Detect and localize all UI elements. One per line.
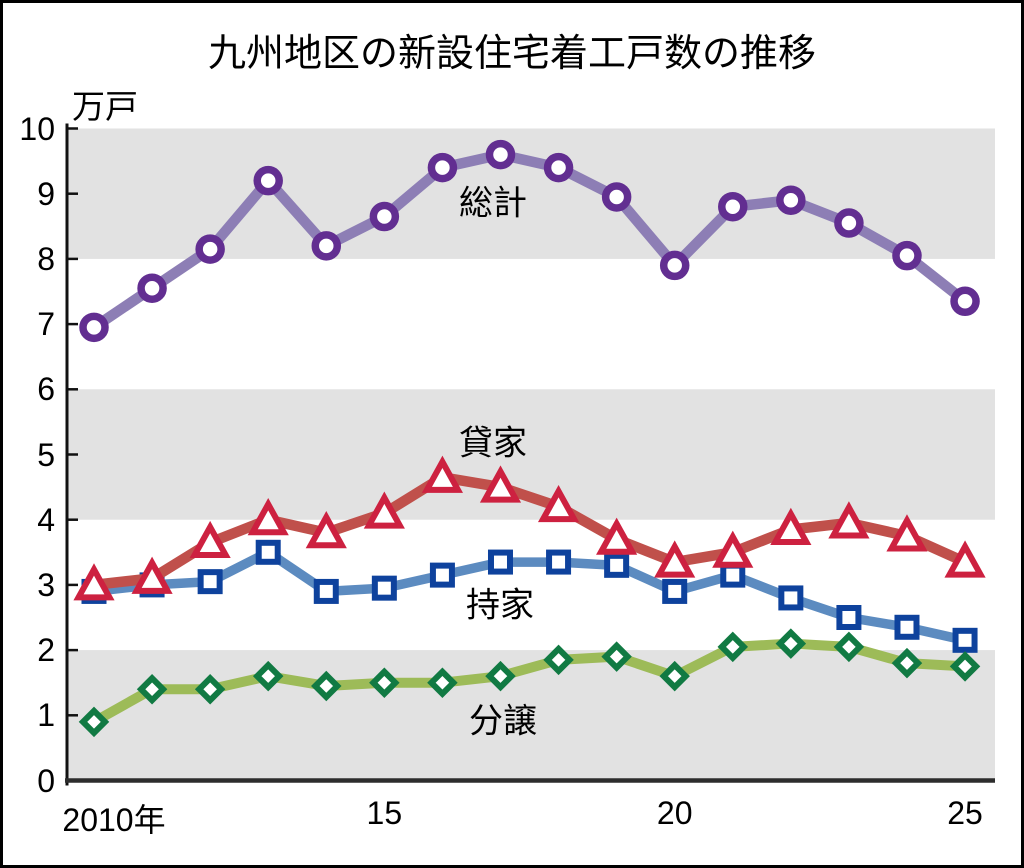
series-label-3: 分譲 <box>469 702 537 741</box>
data-point-triangle <box>828 501 870 539</box>
y-tick-label: 6 <box>37 371 55 408</box>
data-point-circle <box>543 152 574 183</box>
data-point-diamond <box>369 667 400 698</box>
y-tick-label: 2 <box>37 632 55 669</box>
data-point-square <box>778 585 804 611</box>
data-point-triangle <box>596 517 638 555</box>
data-point-diamond <box>252 660 284 692</box>
x-tick-label: 15 <box>366 795 403 831</box>
series-label-2: 持家 <box>466 586 534 625</box>
series-line-3 <box>89 638 971 727</box>
data-point-triangle <box>479 465 522 503</box>
y-tick-label: 7 <box>37 306 55 343</box>
data-point-circle <box>892 240 922 271</box>
chart-title: 九州地区の新設住宅着工戸数の推移 <box>207 33 816 75</box>
data-point-circle <box>427 152 458 183</box>
series-line-2 <box>89 547 970 646</box>
data-point-triangle <box>712 530 754 568</box>
y-tick-label: 3 <box>37 566 55 603</box>
data-point-triangle <box>770 507 812 545</box>
data-point-diamond <box>659 660 690 692</box>
data-point-diamond <box>136 673 168 705</box>
data-point-circle <box>834 208 864 238</box>
data-point-diamond <box>194 673 226 705</box>
data-point-square <box>952 627 978 653</box>
y-tick-label: 4 <box>37 501 55 538</box>
data-point-triangle <box>189 520 231 559</box>
data-point-triangle <box>944 540 986 578</box>
data-point-diamond <box>311 670 342 702</box>
data-point-square <box>487 549 513 575</box>
series-label-0: 総計 <box>459 184 527 223</box>
x-tick-label: 2010年 <box>62 802 166 838</box>
data-point-diamond <box>717 631 749 663</box>
data-point-square <box>836 605 862 630</box>
data-point-square <box>604 552 630 578</box>
data-point-triangle <box>131 556 173 594</box>
x-tick-label: 25 <box>947 795 983 831</box>
data-point-circle <box>950 286 980 317</box>
y-tick-label: 5 <box>37 436 55 473</box>
data-point-diamond <box>543 644 574 676</box>
data-point-diamond <box>427 667 458 698</box>
series-line-1 <box>88 472 971 591</box>
data-point-circle <box>659 250 690 281</box>
data-point-circle <box>369 201 400 232</box>
data-point-square <box>197 569 223 595</box>
data-point-square <box>662 578 688 604</box>
data-point-circle <box>195 234 225 264</box>
data-point-square <box>371 575 397 601</box>
y-tick-label: 9 <box>37 175 55 212</box>
y-tick-label: 8 <box>37 240 55 277</box>
series-label-1: 貸家 <box>459 424 527 463</box>
data-point-triangle <box>247 498 289 536</box>
data-point-diamond <box>949 651 981 682</box>
data-point-square <box>313 578 339 604</box>
data-point-diamond <box>78 706 110 738</box>
series-line-0 <box>88 149 971 333</box>
data-point-square <box>546 549 572 575</box>
y-tick-label: 1 <box>37 697 55 734</box>
data-point-circle <box>776 185 806 215</box>
data-point-triangle <box>73 563 115 601</box>
data-point-triangle <box>363 491 405 529</box>
data-point-square <box>720 562 746 588</box>
data-point-square <box>255 539 281 565</box>
data-point-circle <box>137 273 167 303</box>
data-point-circle <box>718 191 748 222</box>
x-tick-label: 20 <box>656 795 693 831</box>
data-point-triangle <box>305 511 347 549</box>
y-axis-unit-label: 万戸 <box>72 88 138 125</box>
data-point-diamond <box>775 628 807 659</box>
data-point-triangle <box>886 514 928 552</box>
data-point-diamond <box>891 647 923 679</box>
data-point-circle <box>253 165 283 196</box>
y-tick-label: 0 <box>37 762 55 799</box>
data-point-triangle <box>654 540 696 578</box>
y-tick-label: 10 <box>19 110 55 147</box>
data-point-diamond <box>833 631 865 663</box>
data-point-triangle <box>537 484 580 523</box>
data-point-circle <box>79 312 109 343</box>
data-point-circle <box>601 182 632 212</box>
data-point-square <box>429 562 455 588</box>
data-point-triangle <box>421 455 464 493</box>
data-point-circle <box>311 231 342 261</box>
data-point-square <box>894 614 920 640</box>
data-point-diamond <box>485 660 516 692</box>
data-point-circle <box>485 139 516 170</box>
data-point-diamond <box>601 641 632 672</box>
